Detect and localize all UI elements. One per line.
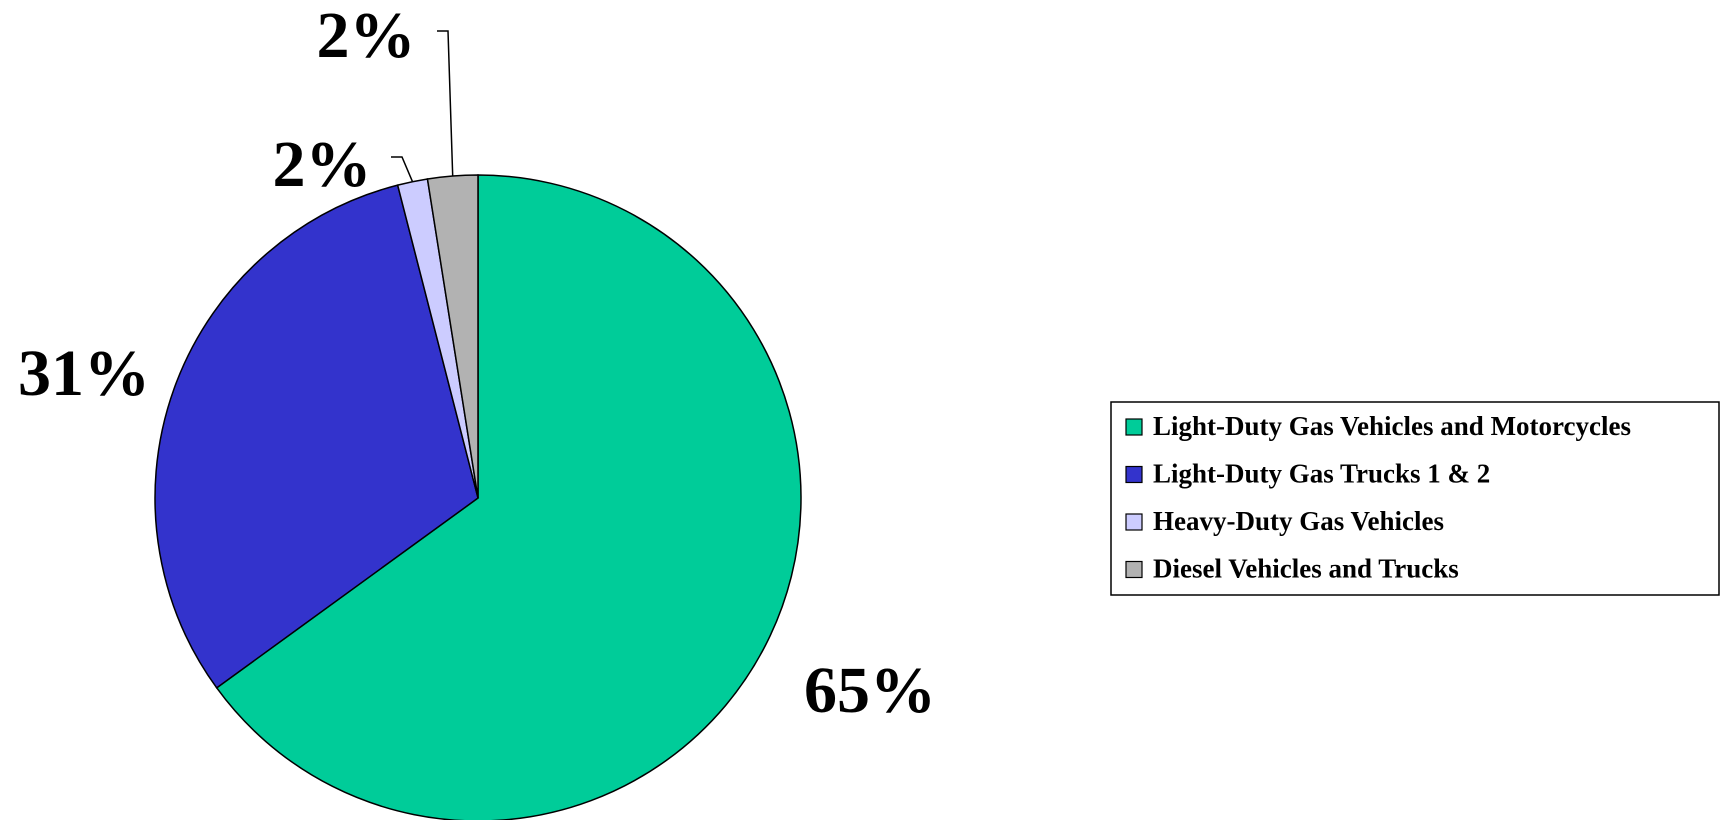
leader-lines bbox=[391, 30, 454, 182]
data-label-3: 2% bbox=[273, 128, 372, 201]
pie-slice-1 bbox=[215, 174, 802, 820]
data-label-1: 65% bbox=[804, 654, 936, 727]
legend-label-4: Diesel Vehicles and Trucks bbox=[1153, 554, 1459, 584]
legend-box bbox=[1110, 401, 1720, 596]
pie-slices bbox=[154, 174, 802, 820]
legend-swatch-2 bbox=[1125, 465, 1143, 484]
legend-swatch-1 bbox=[1125, 418, 1143, 436]
leader-line-3 bbox=[391, 156, 414, 182]
legend-label-3: Heavy-Duty Gas Vehicles bbox=[1153, 506, 1444, 536]
leader-line-4 bbox=[437, 30, 454, 177]
legend-label-1: Light-Duty Gas Vehicles and Motorcycles bbox=[1153, 411, 1631, 441]
data-labels: 65% 31% 2% 2% bbox=[18, 0, 936, 727]
legend: Light-Duty Gas Vehicles and Motorcycles L… bbox=[1110, 401, 1720, 596]
legend-swatch-3 bbox=[1125, 513, 1143, 531]
legend-label-2: Light-Duty Gas Trucks 1 & 2 bbox=[1153, 459, 1490, 489]
data-label-2: 31% bbox=[18, 337, 150, 410]
pie-slice-2 bbox=[154, 184, 479, 689]
legend-swatch-4 bbox=[1125, 560, 1143, 579]
data-label-4: 2% bbox=[317, 0, 416, 72]
